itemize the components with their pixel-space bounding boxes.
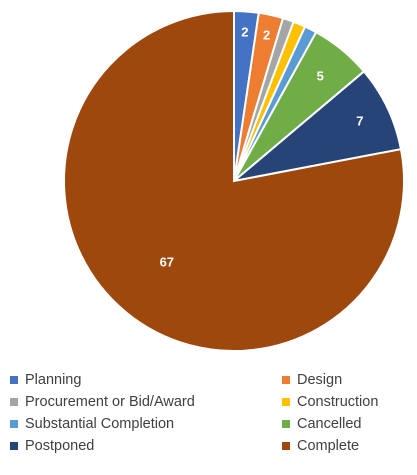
data-label-cancelled: 5 <box>317 68 324 83</box>
legend-swatch <box>282 376 290 384</box>
legend-swatch <box>10 376 18 384</box>
legend-swatch <box>10 442 18 450</box>
data-label-design: 2 <box>263 28 270 43</box>
legend-label: Design <box>297 372 343 388</box>
pie-slice-postponed <box>230 70 403 183</box>
legend-swatch <box>10 398 18 406</box>
legend-item-cancelled: Cancelled <box>282 416 362 432</box>
legend-item-design: Design <box>282 372 342 388</box>
legend-label: Cancelled <box>297 416 362 432</box>
legend-label: Complete <box>297 438 360 454</box>
legend-item-procurement-or-bid-award: Procurement or Bid/Award <box>10 394 195 410</box>
legend-item-complete: Complete <box>282 438 359 454</box>
legend-item-substantial-completion: Substantial Completion <box>10 416 174 432</box>
pie-chart: 2 2 5 7 67 <box>63 9 405 352</box>
pie-data-labels: 2 2 5 7 67 <box>160 24 364 269</box>
legend-item-planning: Planning <box>10 372 81 388</box>
legend-label: Construction <box>297 394 379 410</box>
data-label-complete: 67 <box>160 255 174 270</box>
legend-item-postponed: Postponed <box>10 438 94 454</box>
pie-slices <box>63 9 405 352</box>
legend-swatch <box>282 442 290 450</box>
pie-slice-complete <box>63 9 405 352</box>
legend-swatch <box>10 420 18 428</box>
legend-label: Planning <box>25 372 82 388</box>
legend-label: Substantial Completion <box>25 416 175 432</box>
data-label-planning: 2 <box>241 24 248 39</box>
legend-label: Postponed <box>25 438 95 454</box>
legend-item-construction: Construction <box>282 394 378 410</box>
legend-label: Procurement or Bid/Award <box>25 394 195 410</box>
legend-swatch <box>282 420 290 428</box>
data-label-postponed: 7 <box>356 114 363 129</box>
legend-swatch <box>282 398 290 406</box>
